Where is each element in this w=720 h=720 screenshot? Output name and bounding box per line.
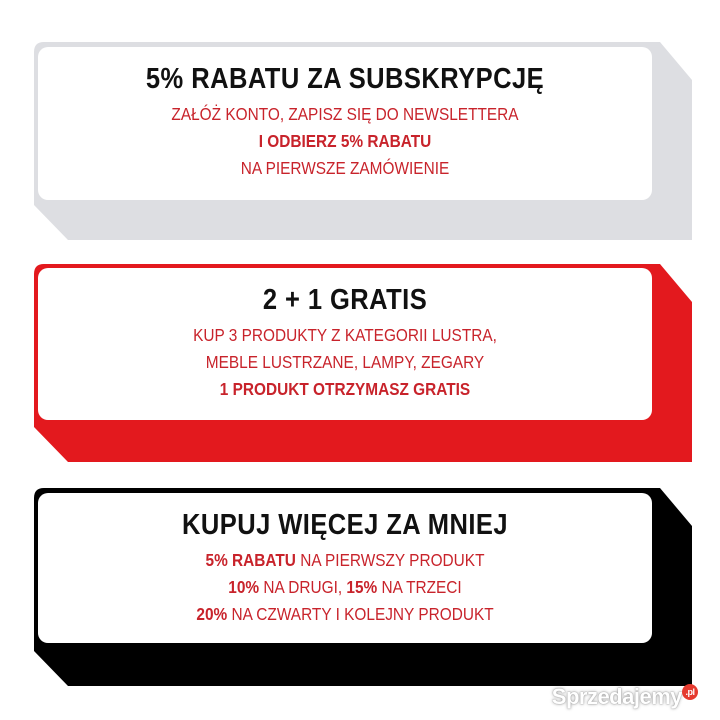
card-line: 10% NA DRUGI, 15% NA TRZECI — [228, 577, 462, 597]
card-line: KUP 3 PRODUKTY Z KATEGORII LUSTRA, — [193, 325, 497, 345]
promo-card-subscription: 5% RABATU ZA SUBSKRYPCJĘ ZAŁÓŻ KONTO, ZA… — [0, 40, 720, 250]
card-title: KUPUJ WIĘCEJ ZA MNIEJ — [182, 509, 508, 541]
card-title: 2 + 1 GRATIS — [262, 284, 428, 316]
card-content: 2 + 1 GRATIS KUP 3 PRODUKTY Z KATEGORII … — [38, 268, 652, 420]
card-content: 5% RABATU ZA SUBSKRYPCJĘ ZAŁÓŻ KONTO, ZA… — [38, 47, 652, 200]
card-line-bold: I ODBIERZ 5% RABATU — [258, 131, 432, 151]
watermark-logo: Sprzedajemy .pl — [552, 684, 698, 710]
card-line-bold: 1 PRODUKT OTRZYMASZ GRATIS — [219, 379, 471, 399]
card-line: 5% RABATU NA PIERWSZY PRODUKT — [205, 550, 485, 570]
card-title: 5% RABATU ZA SUBSKRYPCJĘ — [145, 63, 545, 95]
card-line: ZAŁÓŻ KONTO, ZAPISZ SIĘ DO NEWSLETTERA — [171, 104, 519, 124]
card-content: KUPUJ WIĘCEJ ZA MNIEJ 5% RABATU NA PIERW… — [38, 493, 652, 643]
promo-card-buy-more: KUPUJ WIĘCEJ ZA MNIEJ 5% RABATU NA PIERW… — [0, 486, 720, 696]
promo-card-2plus1: 2 + 1 GRATIS KUP 3 PRODUKTY Z KATEGORII … — [0, 262, 720, 472]
card-line: NA PIERWSZE ZAMÓWIENIE — [240, 158, 450, 178]
card-line: 20% NA CZWARTY I KOLEJNY PRODUKT — [196, 604, 494, 624]
card-line: MEBLE LUSTRZANE, LAMPY, ZEGARY — [205, 352, 485, 372]
